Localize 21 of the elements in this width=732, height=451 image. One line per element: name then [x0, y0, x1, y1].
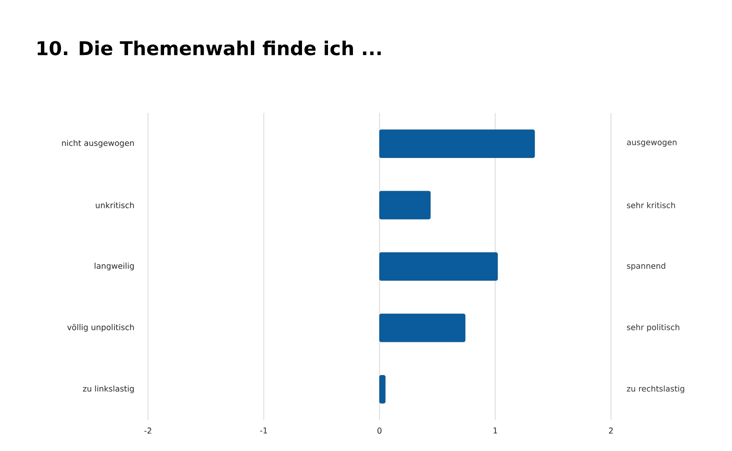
y2-tick-label: sehr politisch — [626, 324, 680, 332]
x-tick-label: 2 — [609, 428, 613, 434]
x-tick-label: -2 — [144, 428, 152, 434]
chart-title: 10. Die Themenwahl finde ich ... — [38, 40, 381, 56]
bar — [379, 190, 431, 220]
bar — [379, 252, 498, 281]
x-tick-label: 0 — [377, 428, 382, 434]
y2-tick-label: sehr kritisch — [626, 202, 675, 208]
x-tick-label: -1 — [260, 428, 267, 434]
y2-tick-label: ausgewogen — [627, 140, 677, 147]
y-tick-label: unkritisch — [96, 202, 134, 208]
y-tick-label: zu linkslastig — [82, 385, 134, 394]
y-tick-label: nicht ausgewogen — [62, 140, 134, 148]
y2-tick-label: spannend — [626, 262, 666, 270]
bar — [379, 314, 466, 342]
x-tick-label: 1 — [494, 428, 498, 434]
bar — [379, 130, 535, 158]
y-tick-label: völlig unpolitisch — [67, 324, 134, 332]
bar — [379, 375, 386, 404]
y-tick-label: langweilig — [94, 262, 134, 270]
y2-tick-label: zu rechtslastig — [626, 385, 684, 394]
